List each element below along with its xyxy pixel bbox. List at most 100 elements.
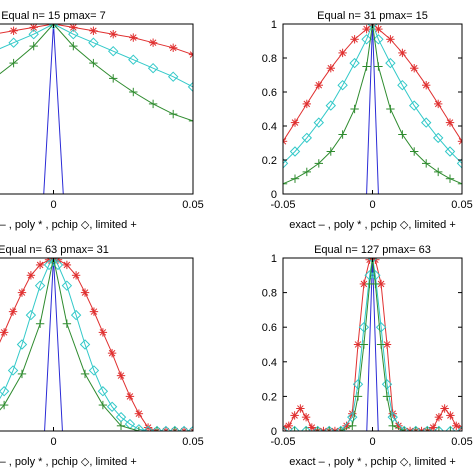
data-point-poly <box>284 421 293 431</box>
y-tick-label: 0.6 <box>262 87 277 99</box>
data-point-poly <box>290 118 300 127</box>
data-point-limited <box>359 340 369 349</box>
chart-title: Equal n= 15 pmax= 7 <box>1 10 106 22</box>
data-point-poly <box>446 411 455 420</box>
data-point-limited <box>353 392 363 401</box>
data-point-pchip <box>367 24 378 30</box>
data-point-poly <box>457 137 462 146</box>
y-tick-label: 0.8 <box>262 53 277 65</box>
chart-title: Equal n= 31 pmax= 15 <box>317 10 428 22</box>
data-point-pchip <box>445 425 456 431</box>
data-point-pchip <box>444 146 456 157</box>
x-tick-label: -0.05 <box>270 199 295 211</box>
chart-panel-top-right: Equal n= 31 pmax= 15-0.05 0 0.0500.20.40.6… <box>262 10 473 231</box>
data-point-poly <box>445 118 455 127</box>
y-tick-label: 1 <box>271 253 277 265</box>
data-point-poly <box>143 423 153 431</box>
y-tick-label: 0.4 <box>262 357 277 369</box>
data-point-poly <box>116 371 126 380</box>
data-point-poly <box>148 38 158 47</box>
data-point-pchip <box>167 71 179 82</box>
data-point-limited <box>326 147 335 156</box>
data-point-poly <box>35 260 45 270</box>
data-point-pchip <box>375 321 387 333</box>
data-point-poly <box>314 81 323 90</box>
series-line-limited <box>0 24 193 122</box>
y-tick-label: 0.8 <box>262 288 277 300</box>
data-point-pchip <box>408 100 420 111</box>
data-point-limited <box>29 41 38 51</box>
data-point-limited <box>434 426 444 431</box>
data-point-poly <box>107 348 117 358</box>
data-point-poly <box>17 288 27 297</box>
data-point-pchip <box>325 100 337 111</box>
data-point-pchip <box>128 54 139 65</box>
plot-area <box>283 258 462 431</box>
data-point-limited <box>410 147 419 156</box>
data-point-poly <box>350 35 359 44</box>
data-point-pchip <box>312 425 323 431</box>
data-point-pchip <box>70 309 82 321</box>
data-point-pchip <box>283 425 289 431</box>
series-line-limited <box>283 24 462 185</box>
series-line-poly <box>0 24 193 56</box>
data-point-limited <box>148 99 158 109</box>
data-point-pchip <box>48 258 59 264</box>
data-point-pchip <box>187 81 193 93</box>
data-point-limited <box>457 179 462 188</box>
data-point-poly <box>168 43 178 52</box>
x-tick-label: 0 <box>369 199 375 211</box>
x-tick-label: 0.05 <box>182 436 203 448</box>
data-point-pchip <box>61 280 73 291</box>
data-point-limited <box>374 62 383 71</box>
series-line-pchip <box>0 24 193 88</box>
data-point-limited <box>423 426 432 431</box>
data-point-limited <box>69 41 78 51</box>
data-point-limited <box>290 174 300 183</box>
y-tick-label: 0.2 <box>262 155 277 167</box>
data-point-poly <box>98 328 108 337</box>
series-line-pchip <box>283 24 462 164</box>
data-point-pchip <box>28 28 39 40</box>
axes-frame <box>0 257 194 432</box>
x-tick-label: 0 <box>369 436 375 448</box>
data-point-poly <box>26 271 36 280</box>
data-point-pchip <box>420 117 432 128</box>
data-point-pchip <box>187 425 193 431</box>
y-tick-label: 0 <box>271 426 277 438</box>
data-point-pchip <box>313 117 325 128</box>
x-tick-label: 0.05 <box>451 436 472 448</box>
y-tick-label: 0.6 <box>262 322 277 334</box>
data-point-pchip <box>147 62 159 74</box>
data-point-pchip <box>160 425 172 431</box>
data-point-limited <box>324 426 334 431</box>
data-point-poly <box>301 412 311 422</box>
data-point-pchip <box>397 79 408 91</box>
x-axis-label: exact – , poly * , pchip ◇, limited + <box>289 219 456 231</box>
data-point-limited <box>89 58 98 68</box>
data-point-pchip <box>151 425 163 431</box>
data-point-pchip <box>289 146 301 157</box>
data-point-limited <box>446 426 455 431</box>
data-point-pchip <box>422 425 433 431</box>
data-point-pchip <box>433 425 445 431</box>
data-point-poly <box>89 307 99 316</box>
plot-area <box>0 258 193 431</box>
data-point-pchip <box>0 386 10 397</box>
y-tick-label: 0 <box>271 189 277 201</box>
data-point-poly <box>398 48 407 58</box>
x-axis-label: exact – , poly * , pchip ◇, limited + <box>289 456 456 468</box>
series-line-pchip <box>0 258 193 431</box>
data-point-poly <box>283 137 288 146</box>
data-point-pchip <box>456 425 462 431</box>
x-tick-label: 0.05 <box>182 199 203 211</box>
data-point-poly <box>109 30 118 39</box>
data-point-pchip <box>97 386 109 397</box>
data-point-limited <box>80 369 90 379</box>
data-point-limited <box>398 130 407 139</box>
data-point-limited <box>422 159 431 168</box>
data-point-pchip <box>79 339 91 350</box>
